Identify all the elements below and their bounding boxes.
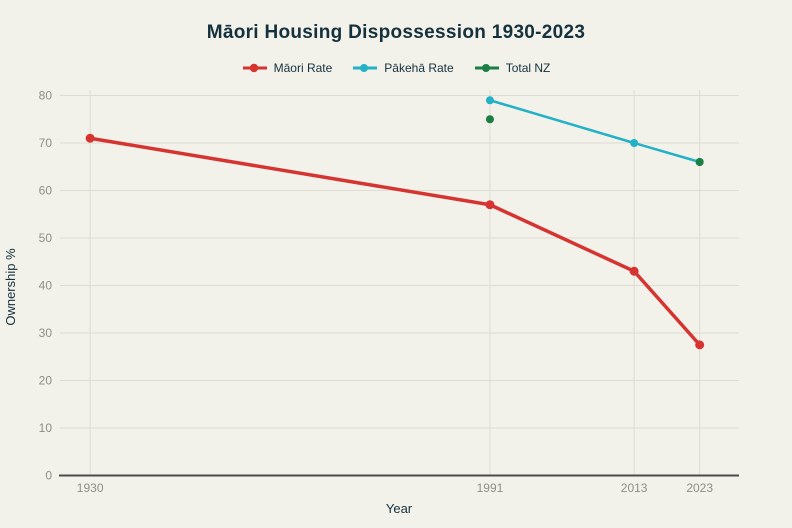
- y-tick-label: 80: [39, 89, 53, 103]
- data-point: [630, 139, 639, 147]
- data-point: [485, 96, 494, 105]
- line-marker-icon: [474, 64, 499, 72]
- legend-label: Pākehā Rate: [384, 61, 454, 75]
- legend-item-maori-rate[interactable]: Māori Rate: [242, 61, 333, 75]
- y-tick-label: 30: [39, 326, 53, 340]
- data-point: [629, 266, 639, 276]
- x-tick-label: 1991: [477, 481, 504, 495]
- legend-label: Total NZ: [505, 61, 551, 75]
- series-line: [488, 99, 701, 164]
- data-point: [85, 133, 95, 143]
- legend-item-total-nz[interactable]: Total NZ: [474, 61, 551, 75]
- x-tick-label: 2023: [686, 481, 713, 495]
- data-point: [695, 158, 704, 166]
- x-axis-title: Year: [386, 501, 413, 516]
- data-point: [695, 340, 705, 350]
- y-axis-title: Ownership %: [3, 248, 18, 326]
- data-point: [485, 200, 495, 210]
- x-tick-label: 1930: [77, 481, 104, 495]
- y-tick-label: 10: [39, 421, 53, 435]
- chart-title: Māori Housing Dispossession 1930-2023: [206, 22, 586, 43]
- series-line: [88, 136, 702, 347]
- y-tick-label: 60: [39, 184, 53, 198]
- y-tick-label: 50: [39, 231, 53, 245]
- legend-label: Māori Rate: [273, 61, 333, 75]
- data-point: [485, 115, 494, 124]
- y-tick-label: 20: [39, 374, 53, 388]
- y-tick-label: 70: [39, 136, 53, 150]
- line-marker-icon: [242, 63, 267, 73]
- legend-item-pakeha-rate[interactable]: Pākehā Rate: [352, 61, 454, 75]
- chart-legend: Māori Rate Pākehā Rate Total NZ: [0, 61, 792, 75]
- y-tick-label: 0: [45, 469, 52, 483]
- line-marker-icon: [353, 64, 378, 72]
- x-tick-label: 2013: [621, 481, 648, 495]
- y-tick-label: 40: [39, 279, 53, 293]
